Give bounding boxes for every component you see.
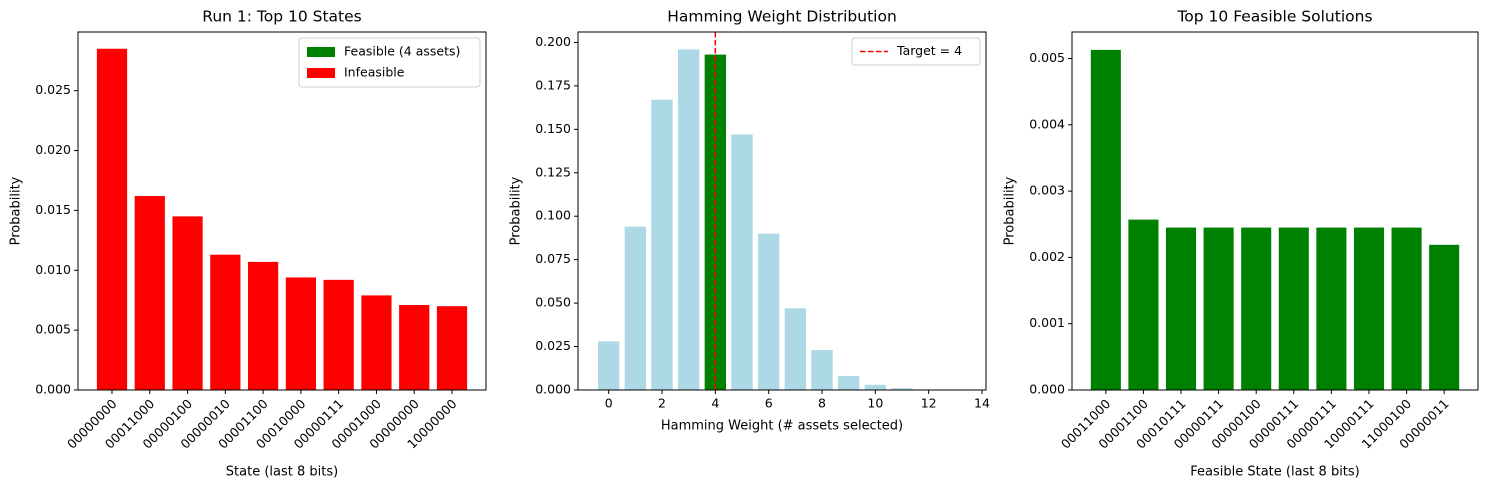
x-tick-label: 2 [658,396,666,411]
legend-box [851,37,981,66]
legend-box [298,37,481,88]
bar [399,304,430,390]
y-tick-label: 0.004 [1029,116,1065,131]
axes-frame [1071,31,1479,391]
axes-frame [77,31,487,391]
bar [1391,227,1422,390]
y-tick-label: 0.000 [1029,382,1065,397]
legend-label: Feasible (4 assets) [344,44,460,59]
bar [784,308,806,390]
x-axis-label: Feasible State (last 8 bits) [1190,465,1360,480]
bar [96,48,128,390]
chart-title: Run 1: Top 10 States [202,8,362,26]
chart-title: Top 10 Feasible Solutions [1176,8,1372,26]
legend-label: Infeasible [344,65,405,80]
y-tick-label: 0.015 [35,202,71,217]
bar [210,254,241,390]
bar [624,226,646,390]
bar [436,306,468,390]
y-tick-label: 0.050 [535,295,571,310]
legend-swatch [307,68,335,78]
bar [323,279,354,390]
y-tick-label: 0.005 [1029,50,1065,65]
bar [598,341,620,390]
x-tick-label: 4 [711,396,719,411]
bar [811,350,833,390]
x-tick-label: 0 [605,396,613,411]
y-tick-label: 0.025 [35,82,71,97]
y-tick-label: 0.100 [535,208,571,223]
bar [1128,219,1159,390]
y-tick-label: 0.000 [35,382,71,397]
bar [1316,227,1347,390]
bar [704,54,726,391]
bar [1165,227,1197,390]
bar [731,134,753,390]
y-tick-label: 0.150 [535,121,571,136]
x-tick-label: 12 [921,396,937,411]
bar [1278,227,1309,390]
bar [1241,227,1272,390]
y-tick-label: 0.003 [1029,183,1065,198]
y-axis-label: Probability [1003,176,1018,245]
bar [172,216,203,390]
y-tick-label: 0.020 [35,142,71,157]
x-axis-label: State (last 8 bits) [226,465,338,480]
bar [651,99,673,390]
legend-label: Target = 4 [896,43,962,58]
y-tick-label: 0.200 [535,34,571,49]
y-tick-label: 0.125 [535,164,571,179]
x-tick-label: 6 [765,396,773,411]
bar [891,388,913,390]
legend-swatch [307,47,335,57]
bar [678,49,700,391]
axes-frame [577,31,987,391]
y-tick-label: 0.001 [1029,315,1065,330]
y-tick-label: 0.175 [535,77,571,92]
bar [361,295,392,390]
x-tick-label: 8 [818,396,826,411]
x-tick-label: 14 [974,396,990,411]
bar [838,376,860,390]
bar [864,384,886,390]
bar [758,233,780,390]
y-axis-label: Probability [9,176,24,245]
y-tick-label: 0.002 [1029,249,1065,264]
bar [1203,227,1234,390]
bar [1429,244,1460,390]
bar [1353,227,1385,390]
bar [248,261,279,390]
y-axis-label: Probability [509,176,524,245]
bar [134,196,165,390]
x-axis-label: Hamming Weight (# assets selected) [661,419,903,434]
chart-title: Hamming Weight Distribution [667,8,897,26]
y-tick-label: 0.005 [35,322,71,337]
x-tick-label: 10 [867,396,883,411]
bar [285,277,316,390]
bar [1090,49,1121,391]
y-tick-label: 0.075 [535,251,571,266]
y-tick-label: 0.025 [535,338,571,353]
y-tick-label: 0.010 [35,262,71,277]
y-tick-label: 0.000 [535,382,571,397]
